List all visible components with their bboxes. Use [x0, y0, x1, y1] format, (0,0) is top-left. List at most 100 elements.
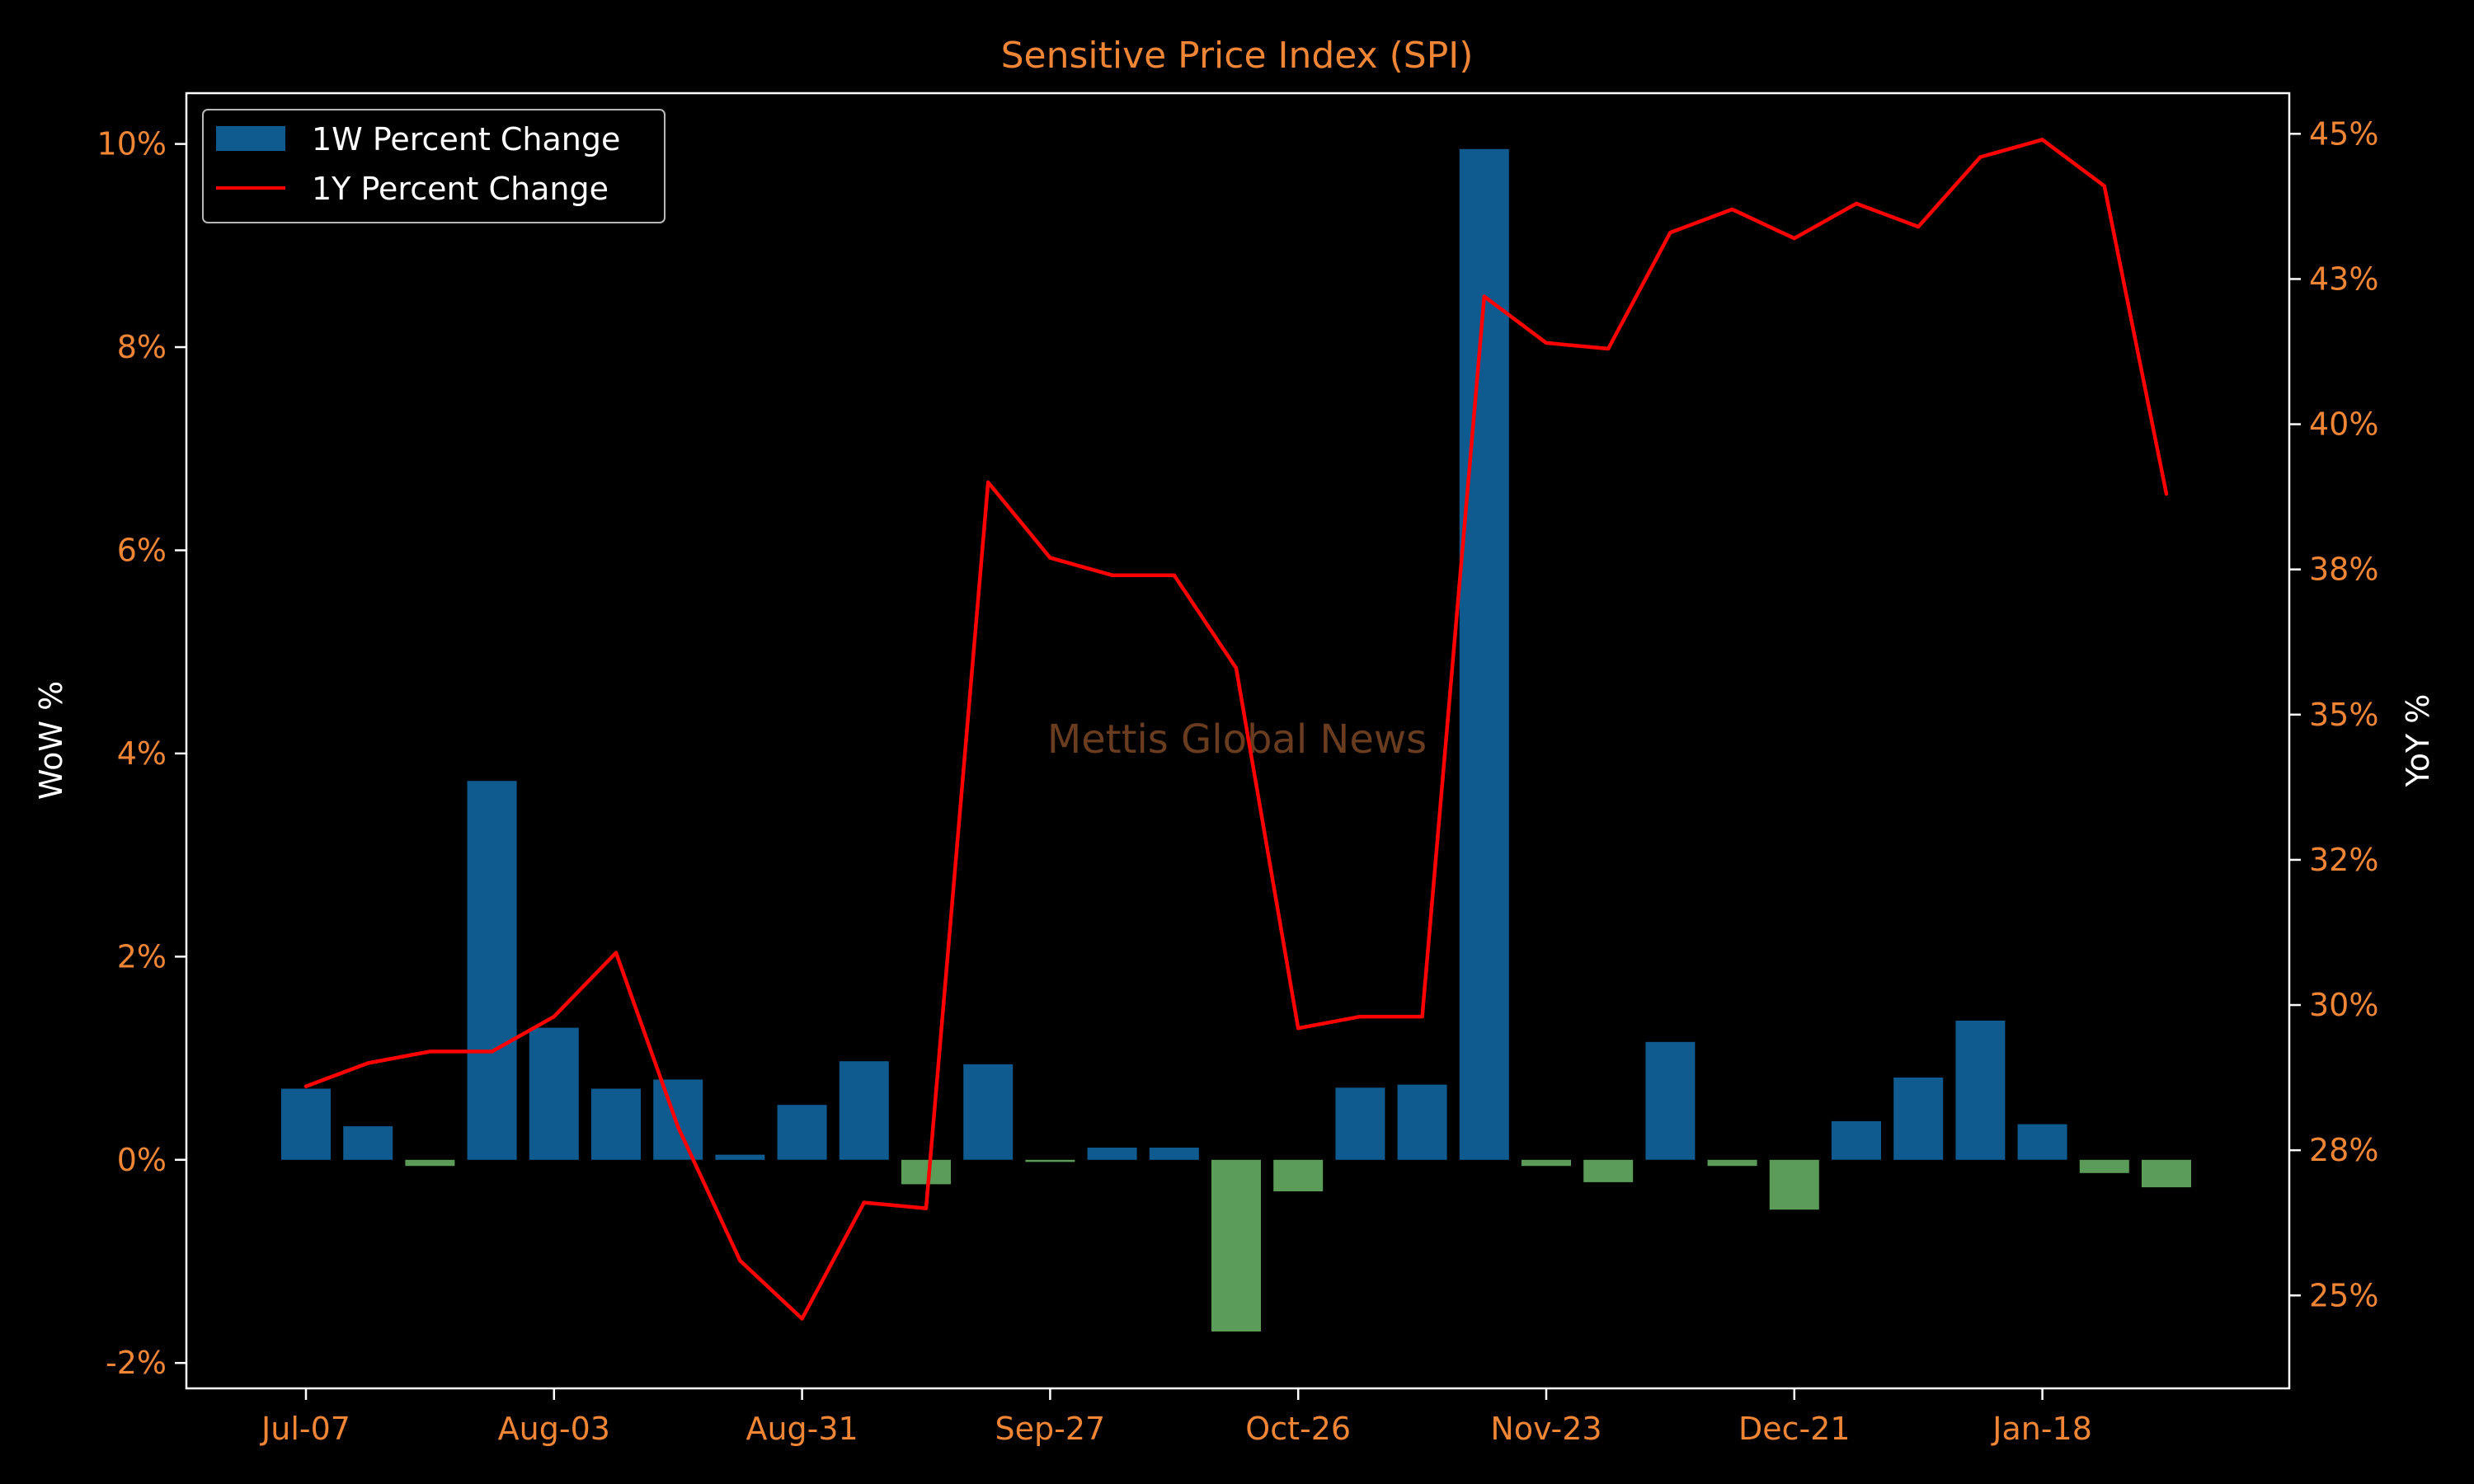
yoy-point [1606, 346, 1611, 351]
y-tick-label-right: 30% [2309, 987, 2378, 1023]
legend-label-1w: 1W Percent Change [312, 121, 620, 157]
yoy-point [1544, 340, 1549, 345]
yoy-point [800, 1317, 804, 1321]
wow-bar [901, 1159, 951, 1185]
y-tick-label-right: 25% [2309, 1277, 2378, 1313]
yoy-point [1234, 666, 1239, 670]
wow-bar [777, 1105, 827, 1160]
yoy-point [1668, 230, 1672, 235]
yoy-point [1482, 294, 1487, 298]
y-axis-right: 25% 28% 30% 32% 35% 38% 40% 43% 45% [2289, 115, 2378, 1313]
yoy-point [2040, 138, 2044, 142]
yoy-point [738, 1258, 742, 1263]
wow-bar [1149, 1148, 1199, 1160]
yoy-point [862, 1200, 867, 1205]
yoy-point [676, 1125, 680, 1129]
yoy-point [986, 480, 990, 485]
x-axis: Jul-07 Aug-03 Aug-31 Sep-27 Oct-26 Nov-23 Dec-… [260, 1388, 2092, 1447]
yoy-point [1172, 573, 1177, 577]
wow-bar [343, 1126, 393, 1160]
wow-bar [529, 1027, 579, 1160]
wow-bar [2142, 1159, 2191, 1188]
watermark: Mettis Global News [1047, 716, 1427, 763]
yoy-point [1048, 556, 1052, 560]
y-tick-label-left: 10% [97, 126, 167, 162]
y-tick-label-right: 40% [2309, 406, 2378, 443]
wow-bar [963, 1064, 1014, 1160]
x-tick-label: Dec-21 [1738, 1411, 1851, 1447]
wow-bar [1335, 1087, 1385, 1160]
x-tick-label: Nov-23 [1490, 1411, 1602, 1447]
x-tick-label: Oct-26 [1245, 1411, 1351, 1447]
x-tick-label: Jul-07 [260, 1411, 350, 1447]
y-tick-label-right: 35% [2309, 697, 2378, 733]
wow-bar [653, 1079, 703, 1160]
x-tick-label: Aug-31 [745, 1411, 858, 1447]
wow-bar [1707, 1159, 1757, 1167]
wow-bar [281, 1088, 331, 1160]
wow-bar [1769, 1159, 1819, 1210]
wow-bar [1273, 1159, 1324, 1191]
wow-bar [1522, 1159, 1571, 1167]
y-tick-label-left: -2% [106, 1345, 167, 1381]
wow-bar [2017, 1124, 2067, 1160]
yoy-point [1792, 236, 1796, 241]
yoy-point [1358, 1014, 1362, 1019]
wow-bar [715, 1154, 765, 1160]
yoy-point [428, 1050, 432, 1054]
yoy-point [1978, 155, 1982, 159]
yoy-point [1420, 1014, 1424, 1019]
yoy-point [552, 1014, 556, 1019]
plot-frame [185, 92, 2291, 1390]
yoy-point [614, 951, 618, 955]
wow-bar [1955, 1021, 2006, 1160]
yoy-point [1854, 201, 1859, 206]
wow-bar [591, 1088, 641, 1160]
y-tick-label-right: 43% [2309, 261, 2378, 297]
wow-bar [1087, 1148, 1137, 1160]
wow-bar [1832, 1120, 1881, 1160]
wow-bar [839, 1061, 889, 1160]
yoy-point [303, 1084, 308, 1088]
yoy-point [1296, 1026, 1300, 1031]
chart-title: Sensitive Price Index (SPI) [1001, 35, 1474, 77]
legend: 1W Percent Change 1Y Percent Change [202, 109, 666, 223]
x-tick-label: Aug-03 [498, 1411, 610, 1447]
yoy-point [2102, 184, 2106, 188]
y-axis-left: -2% 0% 2% 4% 6% 8% 10% [97, 126, 186, 1381]
wow-bar [2079, 1159, 2129, 1173]
wow-bar [1025, 1159, 1075, 1162]
wow-bar [405, 1159, 455, 1167]
wow-bar [1645, 1041, 1696, 1160]
y-tick-label-right: 38% [2309, 552, 2378, 588]
yoy-point [924, 1206, 929, 1210]
y-tick-label-right: 32% [2309, 842, 2378, 878]
wow-bar [1211, 1159, 1261, 1331]
y-axis-label-right: YoY % [2400, 694, 2436, 788]
yoy-point [366, 1061, 370, 1065]
x-tick-label: Sep-27 [995, 1411, 1106, 1447]
y-tick-label-left: 2% [117, 938, 167, 974]
y-tick-label-left: 8% [117, 329, 167, 365]
yoy-point [1917, 224, 1921, 229]
yoy-point [1730, 207, 1734, 212]
y-tick-label-left: 4% [117, 735, 167, 772]
wow-bar [1397, 1084, 1447, 1160]
y-tick-label-left: 6% [117, 532, 167, 568]
line-group [303, 138, 2169, 1321]
legend-swatch-1w [216, 126, 285, 151]
yoy-point [2164, 491, 2169, 496]
legend-label-1y: 1Y Percent Change [312, 171, 609, 207]
y-tick-label-left: 0% [117, 1142, 167, 1178]
legend-box [202, 109, 666, 223]
x-tick-label: Jan-18 [1991, 1411, 2092, 1447]
yoy-point [1110, 573, 1114, 577]
wow-bar [1893, 1078, 1944, 1160]
wow-bar [1583, 1159, 1634, 1182]
yoy-point [490, 1050, 494, 1054]
y-axis-label-left: WoW % [33, 681, 69, 800]
wow-bar [467, 781, 517, 1160]
y-tick-label-right: 45% [2309, 115, 2378, 152]
y-tick-label-right: 28% [2309, 1132, 2378, 1168]
